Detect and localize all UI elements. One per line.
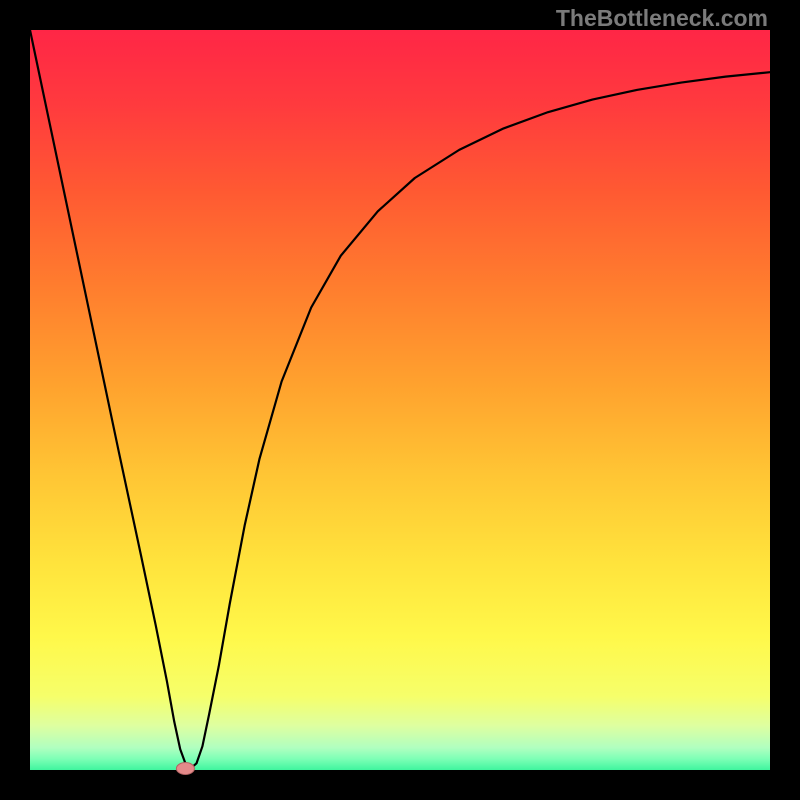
bottleneck-curve — [30, 30, 770, 769]
chart-frame: TheBottleneck.com — [0, 0, 800, 800]
optimal-point-marker — [176, 763, 194, 775]
watermark-text: TheBottleneck.com — [556, 5, 768, 32]
plot-area — [30, 30, 770, 770]
plot-overlay — [30, 30, 770, 770]
